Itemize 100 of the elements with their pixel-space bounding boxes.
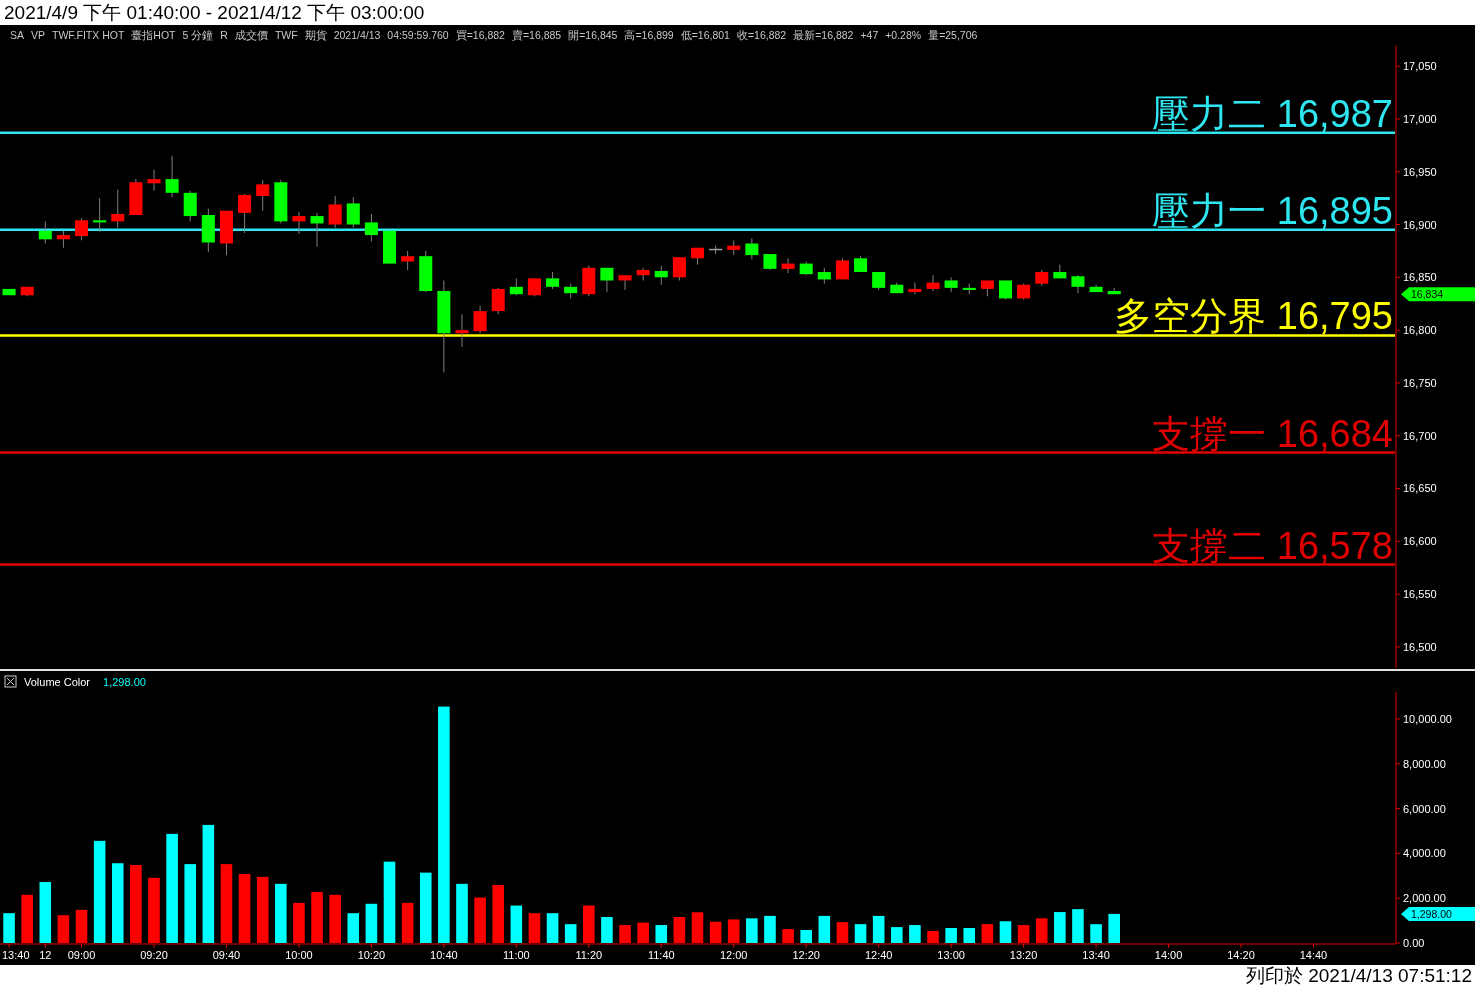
bar [1017,925,1030,943]
candlestick [310,212,324,248]
x-tick-label: 10:20 [357,949,386,961]
y-tick-label: 6,000.00 [1403,802,1446,815]
x-tick-label: 09:20 [140,949,168,961]
bar [3,913,15,943]
y-tick-label: 4,000.00 [1403,847,1446,860]
text: TWF.FITX HOT [52,29,125,41]
bar [456,883,468,943]
bar [655,925,668,943]
x-tick-label: 10:40 [430,949,458,961]
candlestick [2,288,16,296]
text: TWF [274,29,298,41]
bar [782,929,794,943]
ref-line-label: 多空分界 16,795 [1114,295,1393,338]
y-tick-label: 10,000.00 [1403,712,1452,725]
bar [546,913,559,943]
bar [800,930,812,943]
x-tick-label: 11:20 [575,949,603,961]
bar [438,706,450,943]
bar [75,909,88,943]
y-tick-label: 16,950 [1403,165,1437,178]
x-tick-label: 12:40 [864,949,893,961]
text: 高=16,899 [624,29,674,41]
y-tick-label: 8,000.00 [1403,757,1446,770]
candlestick [111,189,125,229]
bar [691,912,704,943]
x-tick-label: 12:20 [792,949,820,961]
ref-line-label: 支撐二 16,578 [1152,524,1393,567]
candlestick [401,250,415,271]
y-tick-label: 0.00 [1403,937,1425,949]
candlestick [346,196,360,229]
x-tick-label: 11:40 [647,949,675,961]
candlestick [473,305,487,334]
x-tick-label: 13:20 [1009,949,1038,961]
bar [275,883,287,943]
bar [1035,918,1048,943]
x-tick-label: 14:00 [1154,949,1183,961]
x-tick-label: 11:00 [502,949,530,961]
bar [981,924,994,943]
bar [818,915,831,943]
bar [727,919,740,943]
candlestick [944,276,958,293]
x-tick-label: 13:40 [1082,949,1110,961]
ref-line-label: 壓力二 16,987 [1152,92,1393,135]
bar [311,891,323,943]
bar [601,917,613,943]
y-tick-label: 2,000.00 [1403,892,1446,905]
bar [746,918,758,943]
text: 列印於 2021/4/13 07:51:12 [1245,965,1472,986]
text: 低=16,801 [680,29,731,41]
candlestick [238,193,252,234]
x-tick-label: 14:40 [1299,949,1328,961]
text: 收=16,882 [736,29,787,41]
bar [1054,912,1066,943]
x-tick-label: 12 [39,949,52,961]
bar [890,927,903,943]
candlestick [636,267,650,281]
bar [510,905,523,943]
text: 5 分鐘 [182,29,214,41]
x-tick-label: 13:00 [937,949,965,961]
text: 買=16,882 [455,29,506,41]
text: 最新=16,882 [793,29,854,41]
bar [111,863,124,943]
candlestick [745,237,759,260]
bar [256,876,269,943]
candlestick [491,287,505,315]
y-tick-label: 16,800 [1403,324,1437,337]
y-tick-label: 16,900 [1403,218,1437,231]
candlestick [781,257,795,274]
candlestick [455,313,469,348]
text: 成交價 [234,29,268,41]
bar [220,864,233,943]
x-tick-label: 09:00 [67,949,96,961]
x-tick-label: 10:00 [285,949,313,961]
bar [619,925,631,943]
text: 1,298.00 [1411,907,1453,920]
y-tick-label: 16,700 [1403,429,1437,442]
candlestick [38,220,52,245]
candlestick [147,169,161,192]
bar [293,902,305,943]
y-tick-label: 16,850 [1403,271,1437,284]
bar [39,882,52,943]
y-tick-label: 16,750 [1403,376,1437,389]
x-tick-label: 13:40 [2,949,30,961]
candlestick [75,217,89,241]
bar [963,927,976,943]
y-tick-label: 17,000 [1403,112,1437,125]
text: 期貨 [304,29,327,41]
text: SA [10,29,25,41]
bar [329,894,341,943]
candlestick [292,211,306,235]
bar [57,915,70,943]
bar [709,921,722,943]
bar [999,921,1012,943]
bar [365,903,378,943]
y-tick-label: 16,650 [1403,482,1437,495]
text: 臺指HOT [131,29,177,41]
bar [130,865,142,943]
text: +0.28% [885,29,922,41]
